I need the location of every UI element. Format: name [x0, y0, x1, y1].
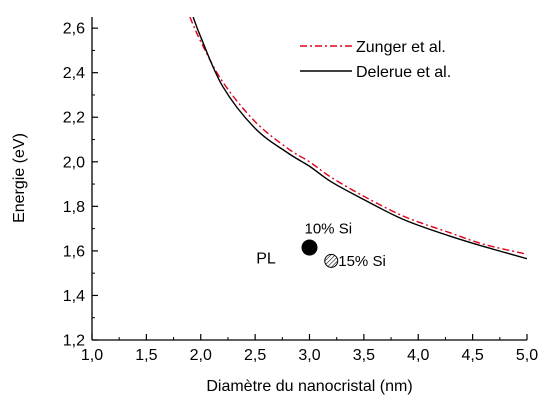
- y-tick-label: 2,4: [63, 65, 85, 82]
- data-point-label: 10% Si: [305, 221, 353, 238]
- x-tick-label: 2,5: [244, 347, 266, 364]
- data-point-hatched: [324, 253, 339, 268]
- series-line-1: [192, 17, 527, 260]
- legend-label: Zunger et al.: [356, 39, 446, 56]
- y-tick-label: 1,2: [63, 333, 85, 350]
- x-tick-label: 3,0: [298, 347, 320, 364]
- legend-label: Delerue et al.: [356, 64, 451, 81]
- x-tick-label: 4,0: [407, 347, 429, 364]
- y-axis-ticks: 1,2 1,4 1,6 1,8 2,0 2,2 2,4 2,6: [63, 21, 98, 350]
- points-layer: 10% Si 15% Si PL: [256, 221, 386, 270]
- x-axis-label: Diamètre du nanocristal (nm): [206, 378, 412, 395]
- data-point-label: 15% Si: [338, 253, 386, 270]
- x-tick-label: 5,0: [516, 347, 538, 364]
- y-tick-label: 2,0: [63, 154, 85, 171]
- y-tick-label: 2,6: [63, 21, 85, 38]
- x-axis-ticks: 1,0 1,5 2,0 2,5 3,0 3,5 4,0 4,5 5,0: [81, 334, 538, 364]
- x-tick-label: 3,5: [353, 347, 375, 364]
- series-layer: [189, 17, 527, 260]
- plot-frame: [91, 17, 527, 341]
- y-tick-label: 1,8: [63, 199, 85, 216]
- series-line-0: [189, 17, 527, 255]
- y-tick-label: 2,2: [63, 110, 85, 127]
- y-tick-label: 1,6: [63, 243, 85, 260]
- annotation-label: PL: [256, 251, 276, 268]
- x-tick-label: 1,5: [135, 347, 157, 364]
- x-tick-label: 1,0: [81, 347, 103, 364]
- y-axis-label: Energie (eV): [11, 133, 28, 223]
- x-tick-label: 2,0: [190, 347, 212, 364]
- data-point-filled: [301, 239, 318, 256]
- x-tick-label: 4,5: [462, 347, 484, 364]
- y-tick-label: 1,4: [63, 288, 85, 305]
- legend: Zunger et al. Delerue et al.: [300, 39, 451, 81]
